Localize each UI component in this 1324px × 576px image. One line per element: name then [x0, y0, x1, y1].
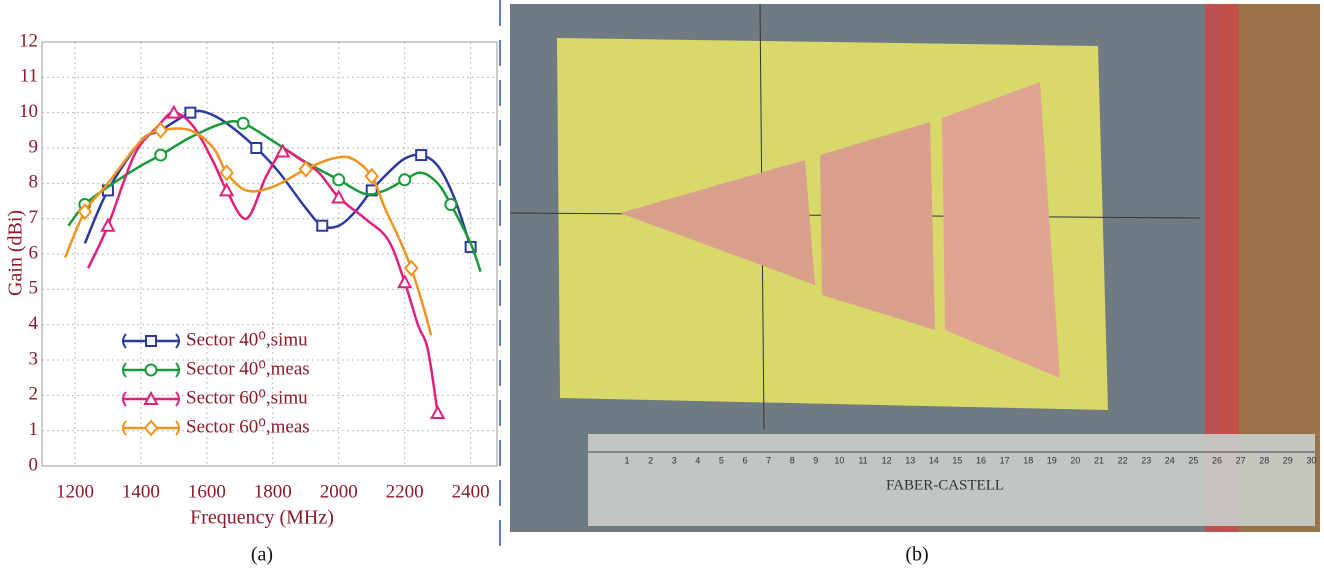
ruler-number: 22: [1118, 455, 1128, 465]
y-axis-label: Gain (dBi): [5, 210, 27, 296]
legend-label: Sector 40⁰,meas: [186, 358, 310, 379]
data-point: [399, 276, 411, 287]
ruler-number: 1: [624, 455, 629, 465]
y-tick-label: 8: [29, 172, 39, 193]
data-point: [185, 108, 195, 118]
ruler-number: 6: [742, 455, 747, 465]
series-line: [65, 129, 431, 336]
y-tick-label: 12: [19, 30, 38, 51]
legend-marker: [145, 421, 157, 435]
ruler-number: 8: [790, 455, 795, 465]
y-tick-label: 7: [29, 207, 39, 228]
legend-label: Sector 60⁰,meas: [186, 416, 310, 437]
ruler-number: 17: [1000, 455, 1010, 465]
data-point: [445, 199, 456, 210]
ruler-number: 26: [1212, 455, 1222, 465]
data-point: [333, 174, 344, 185]
legend-label: Sector 60⁰,simu: [186, 387, 308, 408]
ruler-number: 19: [1047, 455, 1057, 465]
y-tick-label: 4: [29, 313, 39, 334]
y-tick-label: 6: [29, 242, 39, 263]
data-point: [399, 174, 410, 185]
ruler-number: 15: [952, 455, 962, 465]
data-point: [155, 150, 166, 161]
x-tick-label: 1600: [188, 481, 226, 502]
data-point: [102, 220, 114, 231]
ruler-number: 10: [834, 455, 844, 465]
series-line: [85, 111, 471, 247]
ruler-number: 9: [813, 455, 818, 465]
data-point: [416, 150, 426, 160]
ruler-number: 13: [905, 455, 915, 465]
data-point: [432, 407, 444, 418]
ruler-number: 28: [1259, 455, 1269, 465]
ruler-number: 27: [1236, 455, 1246, 465]
x-tick-label: 2000: [320, 481, 358, 502]
caption-b: (b): [905, 544, 928, 566]
data-point: [238, 118, 249, 129]
series-line: [68, 121, 480, 271]
chart: Gain (dBi) Frequency (MHz) 0123456789101…: [5, 30, 497, 528]
legend-label: Sector 40⁰,simu: [186, 329, 308, 350]
ruler-number: 2: [648, 455, 653, 465]
data-point: [317, 221, 327, 231]
ruler-number: 4: [695, 455, 700, 465]
ruler-number: 7: [766, 455, 771, 465]
data-point: [405, 261, 417, 275]
x-tick-label: 2200: [386, 481, 424, 502]
y-tick-label: 0: [29, 454, 39, 475]
ruler-number: 5: [719, 455, 724, 465]
ruler-number: 29: [1283, 455, 1293, 465]
sector-3: [942, 82, 1060, 378]
sector-2: [820, 122, 935, 330]
y-tick-label: 1: [29, 419, 39, 440]
ruler-number: 11: [858, 455, 867, 465]
legend-marker: [146, 336, 156, 346]
photo: FABER-CASTELL: [510, 4, 1320, 532]
ruler-number: 16: [976, 455, 986, 465]
ruler-brand: FABER-CASTELL: [886, 477, 1004, 493]
ruler-number: 14: [929, 455, 939, 465]
ruler-number: 21: [1094, 455, 1104, 465]
x-tick-label: 1800: [254, 481, 292, 502]
data-point: [221, 184, 233, 195]
ruler-number: 25: [1188, 455, 1198, 465]
ruler-number: 20: [1070, 455, 1080, 465]
ruler-number: 24: [1165, 455, 1175, 465]
data-point: [155, 123, 167, 137]
legend-marker: [146, 365, 157, 376]
ruler-number: 3: [672, 455, 677, 465]
y-tick-label: 5: [29, 278, 39, 299]
ruler-number: 18: [1023, 455, 1033, 465]
caption-a: (a): [251, 544, 273, 566]
ruler-number: 12: [882, 455, 892, 465]
x-tick-label: 2400: [452, 481, 490, 502]
ruler-number: 30: [1306, 455, 1316, 465]
ruler-number: 23: [1141, 455, 1151, 465]
figure: FABER-CASTELL 12345678910111213141516171…: [0, 0, 1324, 576]
y-tick-label: 9: [29, 136, 39, 157]
data-point: [251, 143, 261, 153]
x-tick-label: 1400: [122, 481, 160, 502]
x-tick-label: 1200: [56, 481, 94, 502]
y-tick-label: 10: [19, 101, 38, 122]
y-tick-label: 2: [29, 384, 39, 405]
x-axis-label: Frequency (MHz): [190, 507, 334, 529]
y-tick-label: 3: [29, 348, 39, 369]
y-tick-label: 11: [20, 66, 38, 87]
